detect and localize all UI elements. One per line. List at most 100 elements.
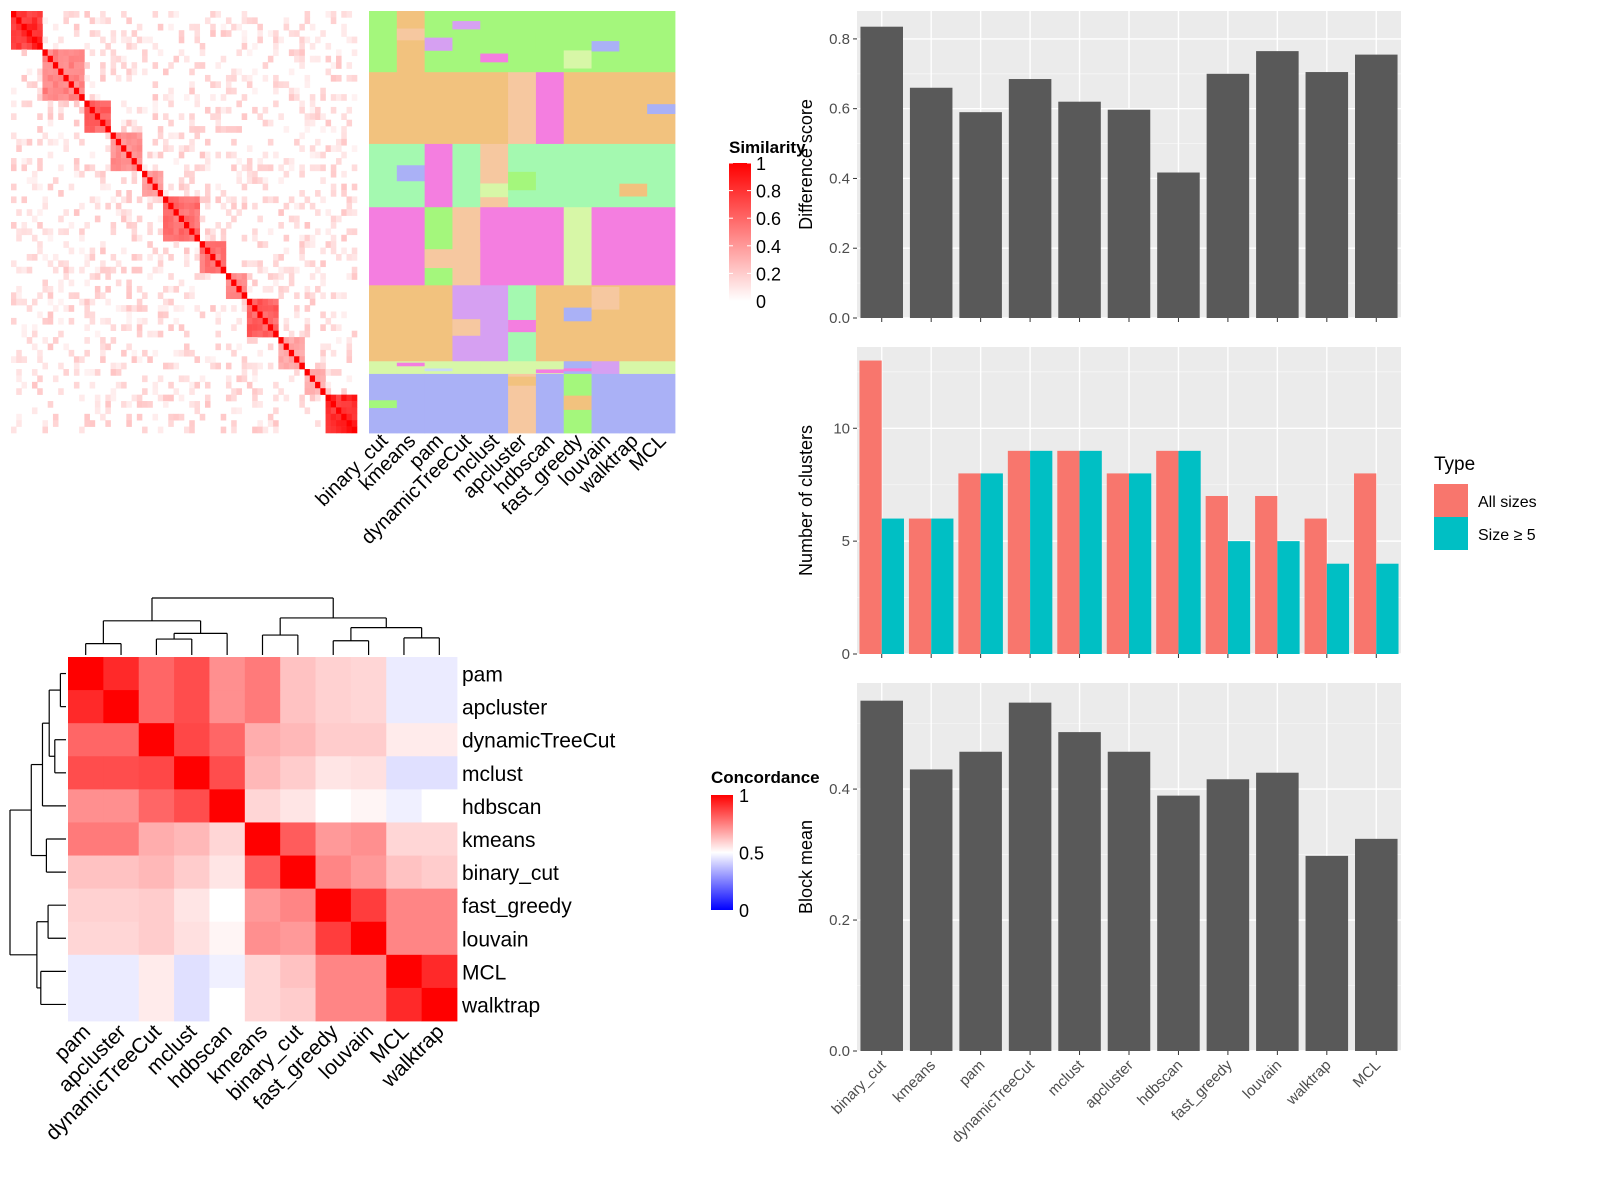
similarity-cell: [241, 285, 248, 293]
similarity-cell: [142, 49, 148, 57]
concordance-heatmap: [68, 657, 458, 1022]
similarity-cell: [136, 413, 143, 421]
similarity-cell: [252, 401, 258, 408]
similarity-cell: [152, 196, 159, 204]
similarity-cell: [152, 62, 159, 69]
similarity-cell: [199, 49, 206, 57]
similarity-cell: [168, 62, 174, 69]
similarity-cell: [299, 145, 305, 152]
similarity-cell: [168, 202, 174, 210]
similarity-cell: [100, 317, 106, 325]
similarity-cell: [262, 241, 269, 248]
similarity-cell: [236, 343, 242, 351]
similarity-cell: [173, 215, 180, 223]
similarity-cell: [257, 177, 263, 184]
concordance-cell: [280, 855, 316, 890]
similarity-cell: [278, 356, 284, 363]
similarity-cell: [52, 87, 59, 95]
similarity-legend-tick: 1: [756, 154, 766, 174]
similarity-cell: [31, 381, 38, 389]
similarity-cell: [351, 273, 358, 280]
similarity-cell: [194, 36, 201, 44]
bar: [1058, 101, 1101, 318]
similarity-cell: [68, 292, 75, 300]
similarity-cell: [246, 177, 253, 184]
similarity-cell: [184, 253, 190, 261]
similarity-cell: [341, 413, 347, 421]
similarity-cell: [210, 30, 216, 37]
similarity-cell: [58, 132, 64, 140]
similarity-cell: [184, 228, 190, 236]
membership-cell: [480, 361, 509, 375]
similarity-cell: [142, 305, 148, 312]
concordance-cell: [315, 888, 352, 923]
concordance-cell: [421, 921, 458, 956]
membership-cell: [424, 361, 453, 375]
similarity-cell: [84, 311, 90, 319]
similarity-cell: [126, 317, 132, 325]
similarity-cell: [157, 228, 164, 236]
similarity-cell: [42, 279, 48, 287]
similarity-cell: [21, 356, 28, 363]
similarity-cell: [115, 279, 122, 287]
legend-swatch: [1434, 484, 1468, 517]
similarity-cell: [220, 260, 227, 268]
similarity-cell: [178, 113, 185, 120]
similarity-cell: [105, 145, 111, 152]
similarity-legend-title: Similarity: [729, 138, 806, 157]
similarity-cell: [346, 420, 353, 427]
similarity-cell: [152, 151, 159, 159]
concordance-cell: [209, 954, 246, 989]
similarity-cell: [178, 228, 185, 236]
membership-cell: [369, 207, 398, 286]
similarity-cell: [157, 375, 164, 383]
similarity-cell: [299, 132, 305, 140]
similarity-cell: [11, 426, 17, 434]
similarity-cell: [204, 158, 211, 165]
similarity-cell: [236, 49, 242, 57]
similarity-cell: [315, 375, 321, 383]
similarity-cell: [299, 202, 305, 210]
similarity-cell: [58, 298, 64, 306]
similarity-cell: [100, 292, 106, 300]
similarity-cell: [121, 177, 127, 184]
similarity-cell: [246, 337, 253, 344]
similarity-cell: [42, 74, 48, 82]
similarity-cell: [267, 228, 274, 236]
similarity-cell: [173, 413, 180, 421]
similarity-cell: [58, 36, 64, 44]
similarity-cell: [58, 81, 64, 89]
similarity-cell: [152, 42, 159, 50]
similarity-cell: [37, 356, 43, 363]
similarity-cell: [84, 420, 90, 427]
similarity-cell: [79, 138, 85, 146]
similarity-cell: [267, 305, 274, 312]
similarity-cell: [257, 324, 263, 331]
concordance-cell: [315, 690, 352, 724]
similarity-cell: [315, 190, 321, 197]
similarity-cell: [73, 132, 80, 140]
similarity-cell: [225, 106, 232, 114]
similarity-cell: [220, 30, 227, 37]
similarity-cell: [37, 113, 43, 120]
similarity-cell: [304, 369, 311, 376]
similarity-cell: [110, 324, 117, 331]
similarity-cell: [52, 420, 59, 427]
similarity-cell: [68, 305, 75, 312]
similarity-cell: [121, 36, 127, 44]
bar-all-sizes: [908, 518, 932, 654]
similarity-cell: [21, 138, 28, 146]
similarity-cell: [115, 158, 122, 165]
similarity-cell: [246, 311, 253, 319]
bar-all-sizes: [958, 473, 981, 654]
similarity-cell: [157, 394, 164, 402]
similarity-cell: [330, 11, 337, 18]
similarity-cell: [105, 17, 111, 25]
similarity-cell: [26, 30, 33, 37]
similarity-cell: [94, 369, 101, 376]
similarity-cell: [351, 36, 358, 44]
similarity-cell: [173, 317, 180, 325]
similarity-cell: [246, 164, 253, 172]
similarity-cell: [73, 81, 80, 89]
legend-label: Size ≥ 5: [1478, 527, 1536, 544]
